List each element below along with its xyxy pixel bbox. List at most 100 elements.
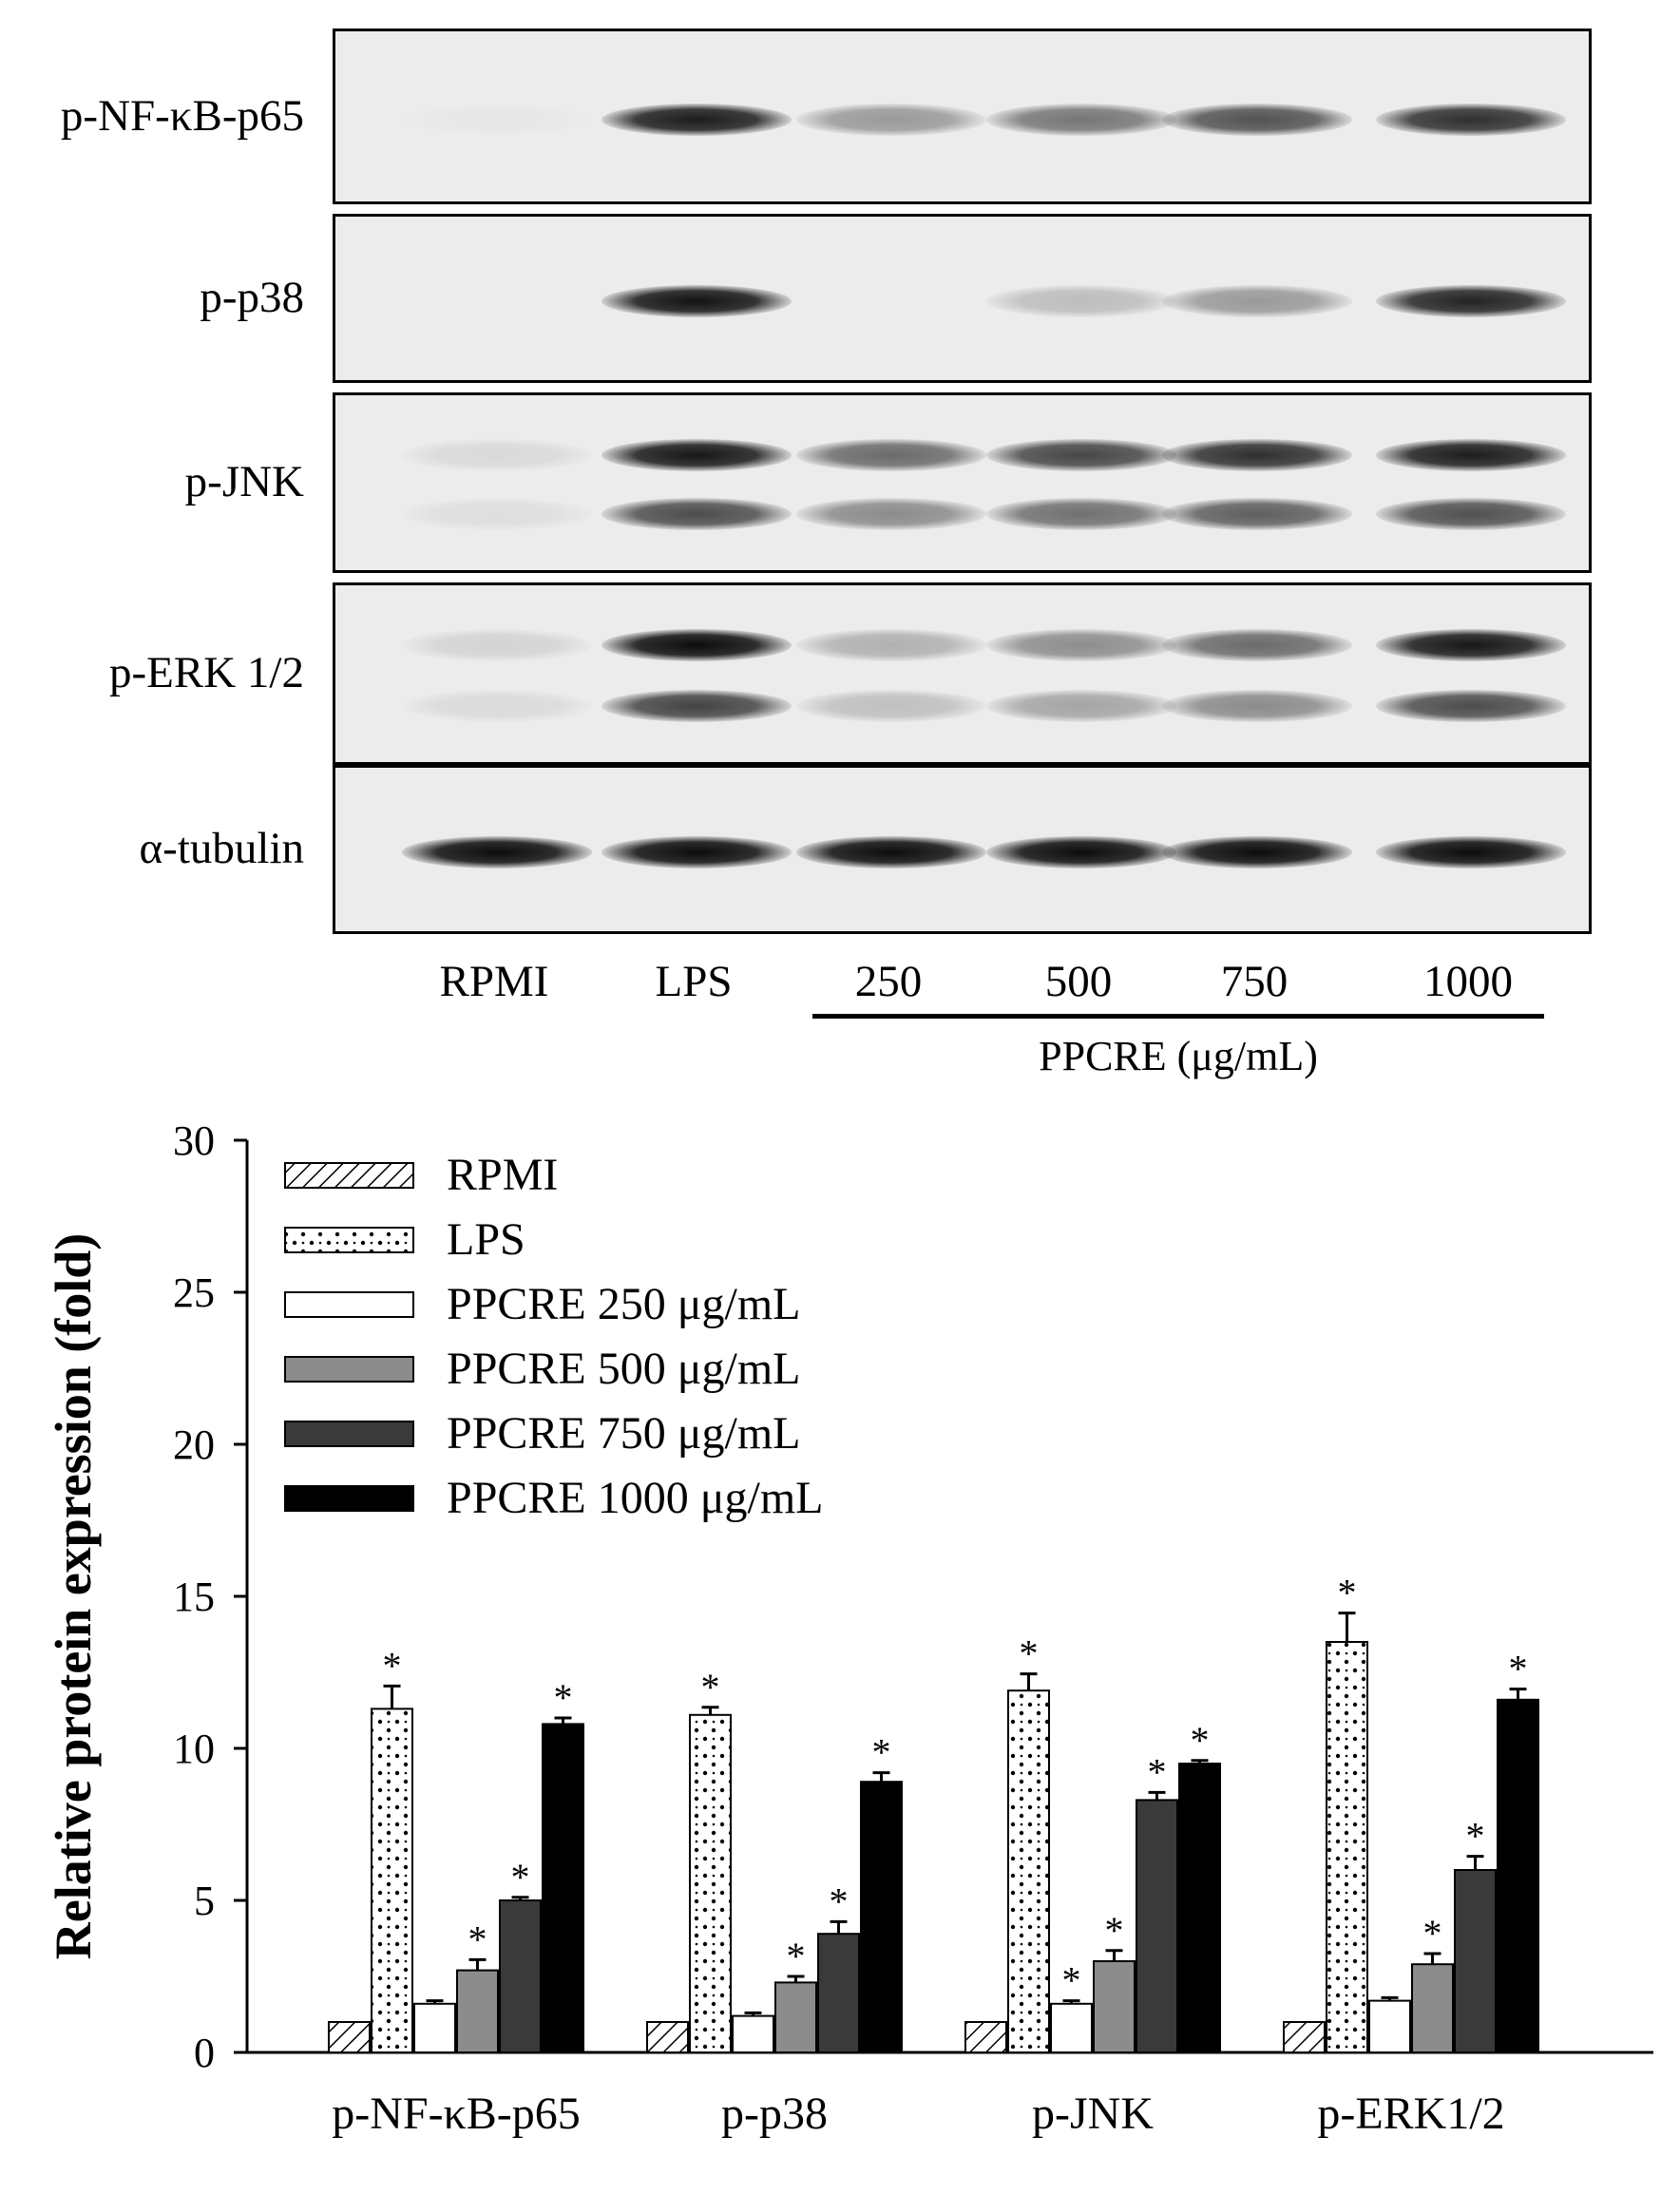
- bar: [328, 2021, 371, 2053]
- blot-band: [986, 438, 1176, 471]
- significance-marker: *: [872, 1731, 891, 1774]
- legend-swatch: [284, 1162, 414, 1189]
- blot-band: [1162, 103, 1352, 136]
- significance-marker: *: [830, 1879, 849, 1922]
- significance-marker: *: [1338, 1572, 1357, 1614]
- bar: [1093, 1960, 1136, 2053]
- bar: [646, 2021, 689, 2053]
- significance-marker: *: [1466, 1815, 1485, 1858]
- significance-marker: *: [468, 1917, 487, 1960]
- significance-marker: *: [554, 1676, 573, 1719]
- blot-band: [1376, 285, 1566, 317]
- blot-band: [601, 438, 792, 471]
- lane-label: 750: [1220, 957, 1289, 1006]
- lane-label: 250: [854, 957, 923, 1006]
- blot-row-label: p-JNK: [184, 457, 304, 506]
- bar: [774, 1981, 817, 2054]
- significance-marker: *: [787, 1935, 806, 1977]
- chart-bars: * * * * * * * * * * * * * * * * *: [328, 1572, 1539, 2054]
- blot-panel: [333, 392, 1592, 573]
- blot-band: [601, 836, 792, 868]
- y-tick-label: 30: [173, 1117, 215, 1164]
- lane-label: RPMI: [439, 957, 549, 1006]
- blot-row-label: p-NF-κB-p65: [60, 90, 304, 141]
- y-tick-label: 20: [173, 1421, 215, 1468]
- bar: [1454, 1869, 1497, 2053]
- blot-band: [796, 629, 986, 662]
- y-tick-label: 25: [173, 1269, 215, 1316]
- legend-swatch: [284, 1421, 414, 1447]
- legend-label: PPCRE 1000 μg/mL: [447, 1473, 823, 1523]
- significance-marker: *: [1148, 1750, 1167, 1793]
- bar: [1283, 2021, 1326, 2053]
- blot-band: [1376, 689, 1566, 722]
- bar: [371, 1708, 413, 2054]
- significance-marker: *: [511, 1856, 530, 1898]
- blot-row-label: α-tubulin: [139, 824, 304, 873]
- bar: [1136, 1799, 1178, 2054]
- bar: [1411, 1963, 1454, 2054]
- blot-band: [1162, 836, 1352, 868]
- western-blot: p-NF-κB-p65 p-p38 p-JNK p-ERK 1/2 α-tubulin R…: [0, 0, 1680, 1083]
- significance-marker: *: [1423, 1912, 1442, 1955]
- blot-band: [986, 103, 1176, 136]
- treatment-bracket-line: [812, 1014, 1544, 1019]
- y-tick-label: 0: [194, 2030, 215, 2076]
- blot-band: [1162, 629, 1352, 662]
- blot-band: [1162, 689, 1352, 722]
- legend-label: PPCRE 500 μg/mL: [447, 1344, 800, 1394]
- blot-band: [1376, 498, 1566, 531]
- significance-marker: *: [1191, 1719, 1210, 1762]
- x-category-label: p-p38: [721, 2089, 828, 2139]
- x-category-label: p-NF-κB-p65: [332, 2089, 581, 2139]
- legend-swatch: [284, 1291, 414, 1318]
- blot-panel: [333, 214, 1592, 383]
- blot-panel: [333, 29, 1592, 204]
- blot-band: [1376, 629, 1566, 662]
- x-category-label: p-JNK: [1032, 2089, 1154, 2139]
- lane-label: 500: [1044, 957, 1113, 1006]
- blot-band: [796, 498, 986, 531]
- bar: [1050, 2002, 1093, 2053]
- blot-band: [601, 285, 792, 317]
- blot-band: [402, 438, 592, 471]
- legend-swatch: [284, 1485, 414, 1512]
- x-category-label: p-ERK1/2: [1317, 2089, 1504, 2139]
- blot-band: [796, 836, 986, 868]
- bar: [542, 1723, 584, 2054]
- blot-band: [796, 438, 986, 471]
- blot-band: [986, 689, 1176, 722]
- blot-band: [402, 836, 592, 868]
- bar: [964, 2021, 1007, 2053]
- y-tick-label: 10: [173, 1726, 215, 1772]
- lane-label: LPS: [655, 957, 733, 1006]
- y-tick-label: 15: [173, 1574, 215, 1620]
- blot-band: [1162, 498, 1352, 531]
- y-tick-label: 5: [194, 1878, 215, 1924]
- y-axis-title: Relative protein expression (fold): [45, 1233, 102, 1959]
- blot-band: [986, 498, 1176, 531]
- bar: [413, 2002, 456, 2053]
- bar: [1497, 1698, 1539, 2053]
- legend-label: RPMI: [447, 1150, 558, 1200]
- blot-row-label: p-p38: [200, 273, 304, 322]
- blot-band: [1376, 438, 1566, 471]
- blot-band: [986, 629, 1176, 662]
- blot-band: [1376, 103, 1566, 136]
- bar: [456, 1969, 499, 2053]
- bar: [1368, 1999, 1411, 2053]
- blot-band: [402, 103, 592, 136]
- blot-band: [402, 498, 592, 531]
- bar-chart: 0 5 10 15 20 25 30 Relative protein expression …: [45, 1117, 1653, 2139]
- bar: [689, 1713, 732, 2053]
- significance-marker: *: [701, 1666, 720, 1708]
- significance-marker: *: [1062, 1959, 1081, 2002]
- chart-axes: 0 5 10 15 20 25 30 Relative protein expression …: [45, 1117, 1653, 2139]
- blot-row-label: p-ERK 1/2: [109, 648, 304, 697]
- blot-band: [796, 103, 986, 136]
- bar: [732, 2014, 774, 2053]
- blot-band: [601, 629, 792, 662]
- blot-band: [1162, 438, 1352, 471]
- blot-band: [601, 498, 792, 531]
- blot-band: [1162, 285, 1352, 317]
